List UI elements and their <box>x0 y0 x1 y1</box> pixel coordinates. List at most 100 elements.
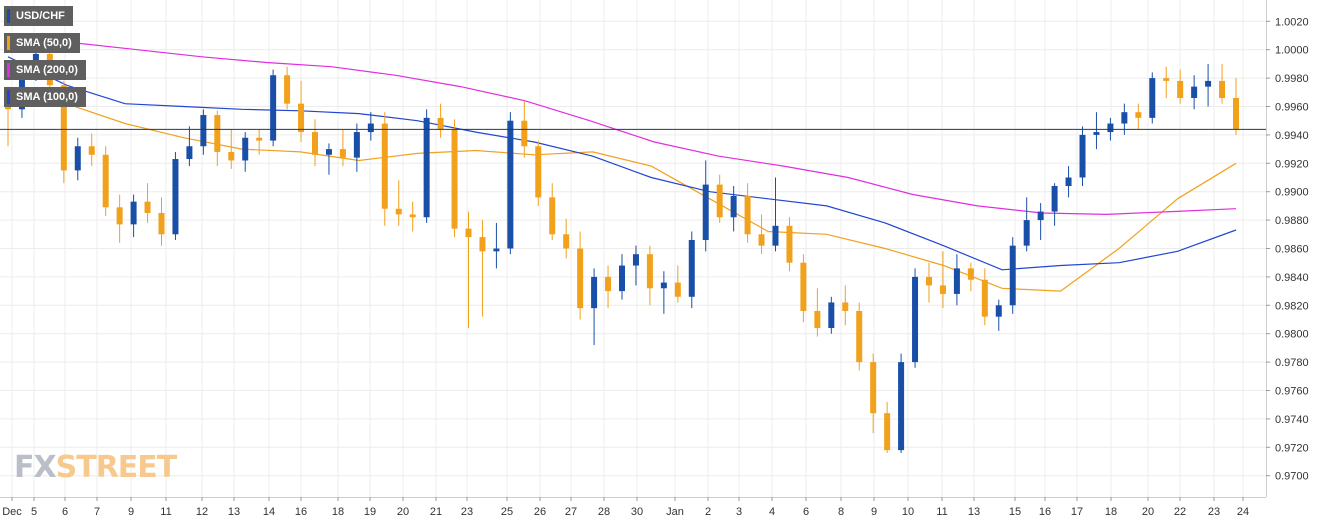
x-tick-label: 18 <box>332 506 344 518</box>
candle-body <box>130 201 137 225</box>
candle-body <box>1163 78 1170 81</box>
logo-fx-text: FX <box>14 450 56 485</box>
sma-line <box>7 40 1237 216</box>
candle-body <box>367 123 374 133</box>
candle-body <box>730 195 737 218</box>
legend-sma100-swatch <box>7 90 10 104</box>
candle-body <box>674 282 681 297</box>
candle-body <box>214 115 221 152</box>
candle-body <box>800 262 807 311</box>
x-tick-label: 15 <box>1009 506 1021 518</box>
x-tick-label: 16 <box>295 506 307 518</box>
legend-sma100-label: SMA (100,0) <box>16 91 78 103</box>
candle-body <box>409 214 416 218</box>
candle-body <box>172 159 179 235</box>
candle-body <box>186 146 193 160</box>
x-tick-label: 21 <box>430 506 442 518</box>
x-tick-label: 10 <box>902 506 914 518</box>
candle-body <box>1009 245 1016 306</box>
candle-body <box>451 129 458 229</box>
x-tick-label: 26 <box>534 506 546 518</box>
y-tick-label: 1.0020 <box>1275 16 1309 28</box>
x-tick-label: 25 <box>501 506 513 518</box>
candle-body <box>995 305 1002 317</box>
candle-body <box>1079 134 1086 178</box>
candle-body <box>786 225 793 263</box>
x-tick-label: 22 <box>1174 506 1186 518</box>
candle-body <box>1219 80 1226 98</box>
x-tick-label: 6 <box>803 506 809 518</box>
candle-body <box>395 208 402 215</box>
y-tick-label: 0.9700 <box>1275 471 1309 483</box>
candle-body <box>1233 97 1239 130</box>
candle-body <box>507 120 514 249</box>
y-tick-label: 0.9760 <box>1275 386 1309 398</box>
candle-body <box>325 149 332 155</box>
svg-text:FXSTREET: FXSTREET <box>14 450 178 485</box>
x-tick-label: 30 <box>631 506 643 518</box>
y-tick-label: 0.9800 <box>1275 329 1309 341</box>
candle-body <box>521 120 528 147</box>
y-tick-label: 0.9840 <box>1275 272 1309 284</box>
logo-street-text: STREET <box>56 450 178 485</box>
y-tick-label: 0.9820 <box>1275 300 1309 312</box>
x-tick-label: 11 <box>936 506 947 518</box>
candle-body <box>465 228 472 238</box>
candle-body <box>88 146 95 155</box>
candle-body <box>144 201 151 213</box>
legend-sma50-swatch <box>7 36 10 50</box>
legend-sma50: SMA (50,0) <box>4 33 80 53</box>
candle-body <box>60 85 67 171</box>
y-tick-label: 0.9960 <box>1275 102 1309 114</box>
x-tick-label: 4 <box>769 506 775 518</box>
candle-body <box>1093 132 1100 135</box>
candle-body <box>1121 112 1128 124</box>
legend-symbol: USD/CHF <box>4 6 73 26</box>
x-tick-label: 7 <box>94 506 100 518</box>
y-tick-label: 0.9860 <box>1275 244 1309 256</box>
candle-body <box>758 234 765 246</box>
x-tick-label: 13 <box>968 506 980 518</box>
y-tick-label: 0.9900 <box>1275 187 1309 199</box>
y-tick-label: 0.9740 <box>1275 414 1309 426</box>
candle-body <box>688 239 695 297</box>
candle-body <box>898 362 905 451</box>
candle-body <box>953 268 960 294</box>
x-tick-label: 11 <box>160 506 171 518</box>
candle-body <box>1177 80 1184 98</box>
candle-body <box>242 137 249 161</box>
candle-body <box>1051 186 1058 212</box>
candle-body <box>423 117 430 218</box>
candle-body <box>1191 86 1198 98</box>
y-tick-label: 0.9720 <box>1275 442 1309 454</box>
candle-body <box>1135 112 1142 118</box>
x-tick-label: Jan <box>666 506 684 518</box>
candle-body <box>619 265 625 292</box>
candle-body <box>870 362 877 414</box>
candle-body <box>479 237 486 252</box>
legend-sma200: SMA (200,0) <box>4 60 86 80</box>
chart-grid <box>0 0 1266 497</box>
fxstreet-logo: FXSTREET <box>14 450 179 485</box>
x-tick-label: 9 <box>871 506 877 518</box>
x-tick-label: 13 <box>228 506 240 518</box>
candle-body <box>563 234 570 249</box>
candle-body <box>772 225 779 246</box>
candle-body <box>814 310 821 329</box>
x-tick-label: 9 <box>128 506 134 518</box>
x-tick-label: 14 <box>263 506 275 518</box>
candle-body <box>884 413 891 451</box>
y-tick-label: 0.9920 <box>1275 158 1309 170</box>
candle-body <box>856 310 863 363</box>
candle-body <box>200 115 207 147</box>
legend-sma200-swatch <box>7 63 10 77</box>
candle-body <box>702 184 709 240</box>
candle-body <box>74 146 81 171</box>
legend-symbol-swatch <box>7 9 10 23</box>
x-tick-label: 17 <box>1071 506 1083 518</box>
sma-line <box>7 88 1237 292</box>
candle-body <box>981 279 988 317</box>
x-tick-label: 24 <box>1237 506 1249 518</box>
candle-body <box>1037 211 1044 221</box>
